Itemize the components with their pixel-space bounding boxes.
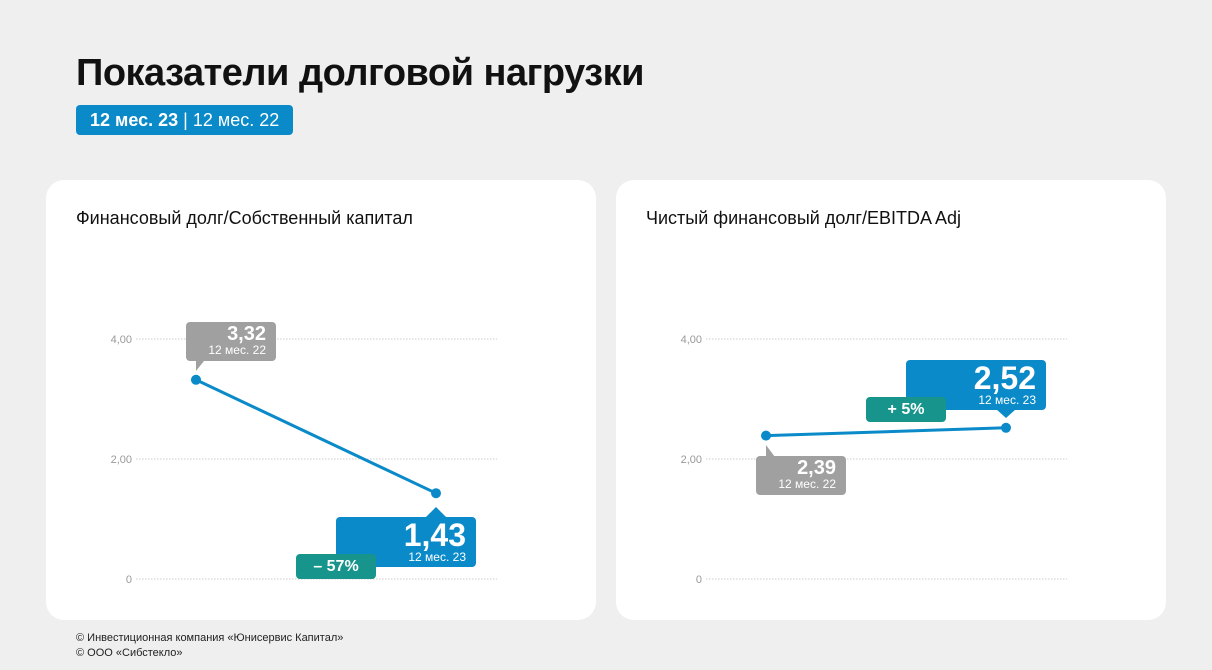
change-badge: – 57%: [296, 554, 376, 579]
previous-value: 2,39: [797, 457, 836, 479]
chart-title: Чистый финансовый долг/EBITDA Adj: [646, 208, 962, 228]
previous-value: 3,32: [227, 323, 266, 345]
chart-svg: 0 2,00 4,00: [681, 334, 1067, 586]
footer-line: © ООО «Сибстекло»: [76, 647, 183, 659]
page-title: Показатели долговой нагрузки: [76, 52, 645, 94]
current-period: 12 мес. 23: [408, 550, 466, 564]
y-tick-label: 2,00: [111, 454, 132, 466]
previous-value-callout: 3,32 12 мес. 22: [186, 322, 276, 361]
chart-card-debt-equity: Финансовый долг/Собственный капитал 0 2,0…: [46, 180, 596, 620]
change-badge: + 5%: [866, 397, 946, 422]
chart-svg: 0 2,00 4,00: [111, 334, 497, 586]
callout-tail: [766, 445, 775, 457]
data-point: [191, 374, 201, 385]
y-tick-label: 4,00: [111, 334, 132, 346]
y-tick-label: 2,00: [681, 454, 702, 466]
y-tick-label: 4,00: [681, 334, 702, 346]
period-separator: |: [178, 110, 193, 130]
series-line: [765, 426, 1007, 438]
chart-card-netdebt-ebitda: Чистый финансовый долг/EBITDA Adj 0 2,00 4…: [616, 180, 1166, 620]
previous-period: 12 мес. 22: [208, 343, 266, 357]
current-value: 1,43: [403, 517, 466, 553]
period-badge: 12 мес. 23 | 12 мес. 22: [76, 105, 294, 135]
period-previous: 12 мес. 22: [192, 110, 280, 130]
period-current: 12 мес. 23: [90, 110, 179, 130]
current-period: 12 мес. 23: [978, 393, 1036, 407]
data-point: [761, 430, 771, 441]
current-value-callout: 2,52 12 мес. 23: [906, 360, 1046, 410]
data-point: [1001, 422, 1011, 433]
callout-tail: [996, 409, 1016, 418]
callout-tail: [426, 507, 446, 517]
current-value: 2,52: [973, 360, 1036, 396]
series-line: [195, 378, 437, 495]
data-point: [431, 488, 441, 499]
y-tick-label: 0: [126, 574, 132, 586]
previous-value-callout: 2,39 12 мес. 22: [756, 456, 846, 495]
y-tick-label: 0: [696, 574, 702, 586]
callout-tail: [196, 361, 204, 371]
footer-line: © Инвестиционная компания «Юнисервис Кап…: [76, 632, 344, 644]
previous-period: 12 мес. 22: [778, 477, 836, 491]
chart-title: Финансовый долг/Собственный капитал: [76, 208, 413, 228]
